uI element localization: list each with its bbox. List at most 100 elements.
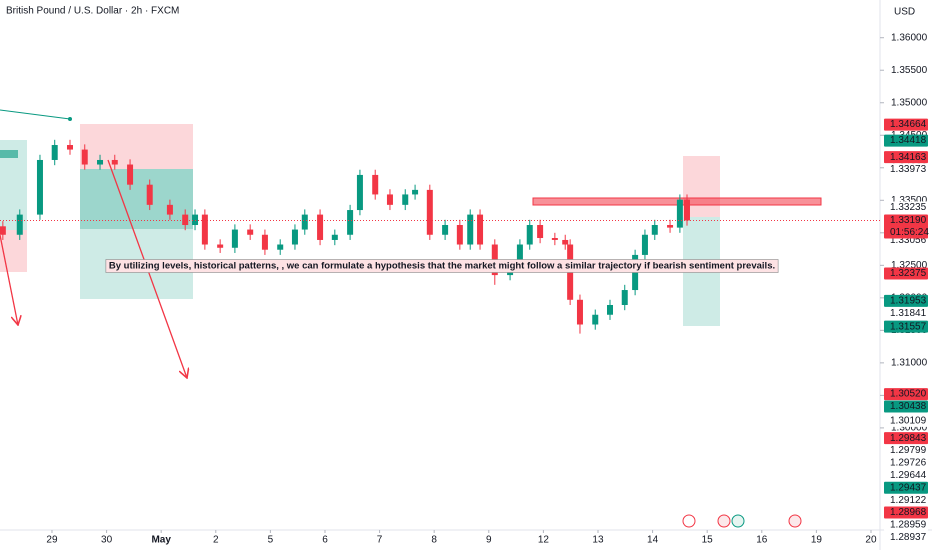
candle-body (477, 214, 484, 245)
x-tick-label: 9 (486, 535, 492, 546)
price-label-box (884, 163, 928, 176)
x-tick-label: 2 (213, 535, 219, 546)
price-label: 1.33235 (890, 202, 927, 213)
price-label-box (884, 320, 928, 333)
candle-body (562, 239, 569, 245)
price-label: 1.28959 (890, 520, 927, 531)
candle-body (516, 244, 523, 265)
price-label: 1.29726 (890, 458, 927, 469)
x-tick-label: May (151, 535, 171, 546)
x-tick-label: 19 (811, 535, 823, 546)
price-label-box (884, 307, 928, 320)
price-label-box (884, 481, 928, 494)
price-label-box (884, 531, 928, 544)
price-label-box (884, 414, 928, 427)
price-label-box (884, 456, 928, 469)
x-tick-label: 12 (538, 535, 550, 546)
price-label: 1.30438 (890, 401, 927, 412)
price-label-box (884, 294, 928, 307)
candle-body (66, 145, 73, 150)
price-label: 1.29799 (890, 445, 927, 456)
candle-body (412, 189, 419, 195)
stop-box (80, 124, 193, 169)
candle-body (111, 159, 118, 165)
price-label-box (884, 151, 928, 164)
position-label (0, 150, 18, 158)
plot-area (0, 109, 822, 378)
currency: USD (894, 7, 915, 18)
candle-body (97, 159, 104, 165)
price-label-box (884, 134, 928, 147)
y-tick-label: 1.35000 (891, 97, 928, 108)
icon[interactable] (788, 514, 802, 528)
price-label-box (884, 444, 928, 457)
price-label-box (884, 267, 928, 280)
x-tick-label: 16 (756, 535, 768, 546)
icon[interactable] (682, 514, 696, 528)
x-tick-label: 20 (865, 535, 877, 546)
candle-body (182, 214, 189, 226)
candle-body (667, 225, 674, 228)
candle-body (676, 199, 683, 228)
candle-body (331, 234, 338, 240)
candle-body (526, 225, 533, 245)
x-tick-label: 14 (647, 535, 659, 546)
price-label: 1.31953 (890, 296, 927, 307)
candle-body (606, 304, 613, 315)
x-tick-label: 15 (702, 535, 714, 546)
candle-body (372, 174, 379, 195)
candle-body (231, 229, 238, 248)
price-label: 1.33973 (890, 164, 927, 175)
y-tick-label: 1.32500 (891, 260, 928, 271)
y-tick-label: 1.36000 (891, 32, 928, 43)
candle-body (36, 159, 43, 215)
price-label: 1.31841 (890, 308, 927, 319)
price-label-box (884, 494, 928, 507)
projection-arrow (0, 234, 18, 325)
target-fill (80, 169, 193, 229)
candle-body (641, 234, 648, 255)
candle-body (537, 225, 544, 239)
price-label-box (884, 506, 928, 519)
symbol-title: British Pound / U.S. Dollar · 2h · FXCM (6, 6, 179, 17)
candle-body (51, 145, 58, 160)
price-label: 1.32375 (890, 268, 927, 279)
candle-body (621, 290, 628, 305)
x-tick-label: 29 (46, 535, 58, 546)
stop-box (0, 230, 27, 272)
price-label: 1.29843 (890, 433, 927, 444)
candle-body (261, 234, 268, 250)
candle-body (402, 194, 409, 205)
x-tick-label: 6 (322, 535, 328, 546)
candle-body (146, 184, 153, 205)
price-label-box (884, 432, 928, 445)
candle-body (217, 244, 224, 248)
candle-body (467, 214, 474, 245)
candle-body (551, 238, 558, 240)
price-label: 1.30109 (890, 415, 927, 426)
countdown: 01:56:24 (890, 227, 929, 238)
icon[interactable] (731, 514, 745, 528)
target-box (80, 169, 193, 299)
bottom-icons (682, 514, 802, 528)
trend-point (68, 117, 72, 121)
candle-body (456, 225, 463, 245)
current-price-box (884, 214, 928, 239)
x-tick-label: 5 (268, 535, 274, 546)
current-price-label: 1.33190 (890, 215, 927, 226)
price-label-box (884, 518, 928, 531)
candle-body (301, 214, 308, 230)
x-tick-label: 7 (377, 535, 383, 546)
price-label: 1.30520 (890, 389, 927, 400)
y-tick-label: 1.30000 (891, 423, 928, 434)
price-label-box (884, 400, 928, 413)
price-label-box (884, 388, 928, 401)
candle-body (166, 204, 173, 215)
icon[interactable] (717, 514, 731, 528)
trend-line (0, 109, 71, 120)
price-label: 1.34163 (890, 152, 927, 163)
candle-body (0, 226, 6, 235)
annotation: By utilizing levels, historical patterns… (109, 261, 775, 272)
y-tick-label: 1.31000 (891, 358, 928, 369)
